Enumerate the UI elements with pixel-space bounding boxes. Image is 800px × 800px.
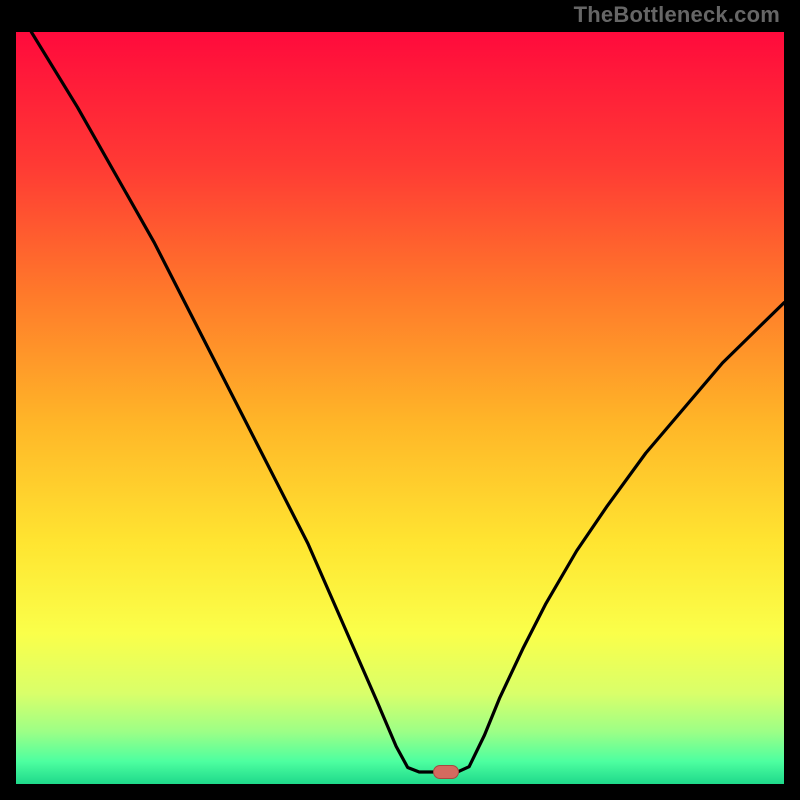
bottleneck-curve [16,32,784,784]
optimum-marker [433,765,459,779]
plot-area [16,32,784,784]
watermark-text: TheBottleneck.com [574,2,780,28]
chart-frame: TheBottleneck.com [0,0,800,800]
